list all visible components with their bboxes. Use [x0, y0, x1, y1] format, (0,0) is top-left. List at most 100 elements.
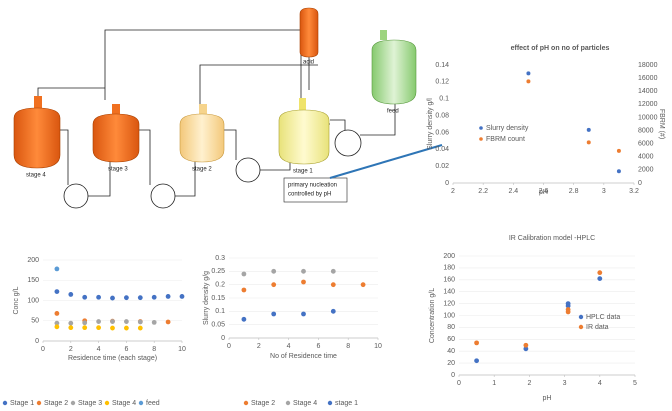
legend-marker: [479, 126, 483, 130]
point: [96, 325, 101, 330]
point: [110, 319, 115, 324]
x-tick-label: 4: [287, 343, 291, 350]
point: [331, 282, 336, 287]
point: [82, 295, 87, 300]
y2-tick-label: 6000: [638, 141, 654, 148]
label: controlled by pH: [288, 192, 331, 198]
point: [301, 269, 306, 274]
vessel-cap: [34, 96, 42, 108]
point: [55, 324, 60, 329]
y-tick-label: 0.08: [435, 112, 449, 119]
point: [617, 169, 621, 173]
y-axis-label: Conc g/L: [13, 286, 20, 314]
point: [152, 295, 157, 300]
label: stage 2: [192, 167, 212, 173]
y-tick-label: 0.14: [435, 62, 449, 69]
point: [138, 320, 143, 325]
x-tick-label: 0: [227, 343, 231, 350]
point: [331, 269, 336, 274]
point: [96, 319, 101, 324]
y2-axis-label: FBRM (#): [658, 109, 665, 139]
y-tick-label: 40: [447, 348, 455, 355]
x-tick-label: 2: [257, 343, 261, 350]
y-tick-label: 0.1: [215, 308, 225, 315]
point: [166, 294, 171, 299]
point: [474, 340, 479, 345]
vessel-cap: [112, 104, 120, 114]
pipes: [38, 30, 395, 196]
point: [523, 343, 528, 348]
label: primary nucleation: [288, 183, 337, 189]
point: [55, 289, 60, 294]
x-tick-label: 5: [633, 380, 637, 387]
y-axis-label: Slurry density g/l: [427, 98, 434, 150]
x-tick-label: 8: [152, 346, 156, 353]
y-tick-label: 160: [443, 277, 455, 284]
y-tick-label: 100: [27, 297, 39, 304]
vessel-cap: [380, 30, 387, 40]
x-tick-label: 2: [451, 188, 455, 195]
legend-marker: [328, 401, 332, 405]
y-tick-label: 150: [27, 277, 39, 284]
point: [180, 294, 185, 299]
label: acid: [303, 60, 314, 66]
feed-tank: [372, 40, 416, 104]
legend-label: Stage 3: [78, 400, 102, 407]
vessel-cap: [199, 104, 207, 114]
x-tick-label: 10: [374, 343, 382, 350]
label: stage 1: [293, 169, 313, 175]
point: [361, 282, 366, 287]
label: stage 3: [108, 167, 128, 173]
chart-title: effect of pH on no of particles: [511, 45, 610, 52]
figure: stage 4 stage 3 stage 2 stage 1 acid fee…: [0, 0, 672, 411]
x-axis-label: Residence time (each stage): [68, 355, 157, 362]
point: [124, 295, 129, 300]
y-tick-label: 0.3: [215, 255, 225, 262]
legend-label: Stage 2: [251, 400, 275, 407]
vessel: [180, 114, 224, 162]
point: [96, 295, 101, 300]
x-tick-label: 2: [527, 380, 531, 387]
point: [55, 267, 60, 272]
vessel: [93, 114, 139, 162]
legend-marker: [286, 401, 290, 405]
legend-label: FBRM count: [486, 136, 525, 143]
point: [124, 326, 129, 331]
y-tick-label: 120: [443, 300, 455, 307]
x-axis-label: pH: [543, 395, 552, 402]
point: [124, 319, 129, 324]
y-tick-label: 200: [27, 257, 39, 264]
y-tick-label: 0: [445, 180, 449, 187]
chart: effect of pH on no of particles00.020.04…: [427, 45, 665, 196]
legend-marker: [37, 401, 41, 405]
process-diagram: stage 4 stage 3 stage 2 stage 1 acid fee…: [14, 8, 442, 208]
x-tick-label: 3.2: [629, 188, 639, 195]
y-axis-label: Slurry density g/g: [203, 271, 210, 325]
y2-tick-label: 16000: [638, 75, 658, 82]
y-tick-label: 0.15: [211, 295, 225, 302]
point: [82, 320, 87, 325]
x-tick-label: 2.8: [569, 188, 579, 195]
y-tick-label: 80: [447, 324, 455, 331]
point: [152, 320, 157, 325]
y2-tick-label: 8000: [638, 127, 654, 134]
point: [271, 269, 276, 274]
label: stage 4: [26, 173, 46, 179]
y2-tick-label: 10000: [638, 114, 658, 121]
legend-marker: [139, 401, 143, 405]
point: [82, 325, 87, 330]
legend-marker: [244, 401, 248, 405]
legend-label: feed: [146, 400, 160, 407]
x-tick-label: 2.4: [508, 188, 518, 195]
legend-marker: [3, 401, 7, 405]
legend-marker: [579, 315, 583, 319]
acid-tank: [300, 8, 318, 57]
y2-tick-label: 2000: [638, 167, 654, 174]
x-tick-label: 0: [41, 346, 45, 353]
point: [242, 317, 247, 322]
y-tick-label: 0: [221, 335, 225, 342]
legend-label: stage 1: [335, 400, 358, 407]
legend-marker: [579, 325, 583, 329]
legend-label: Stage 2: [44, 400, 68, 407]
